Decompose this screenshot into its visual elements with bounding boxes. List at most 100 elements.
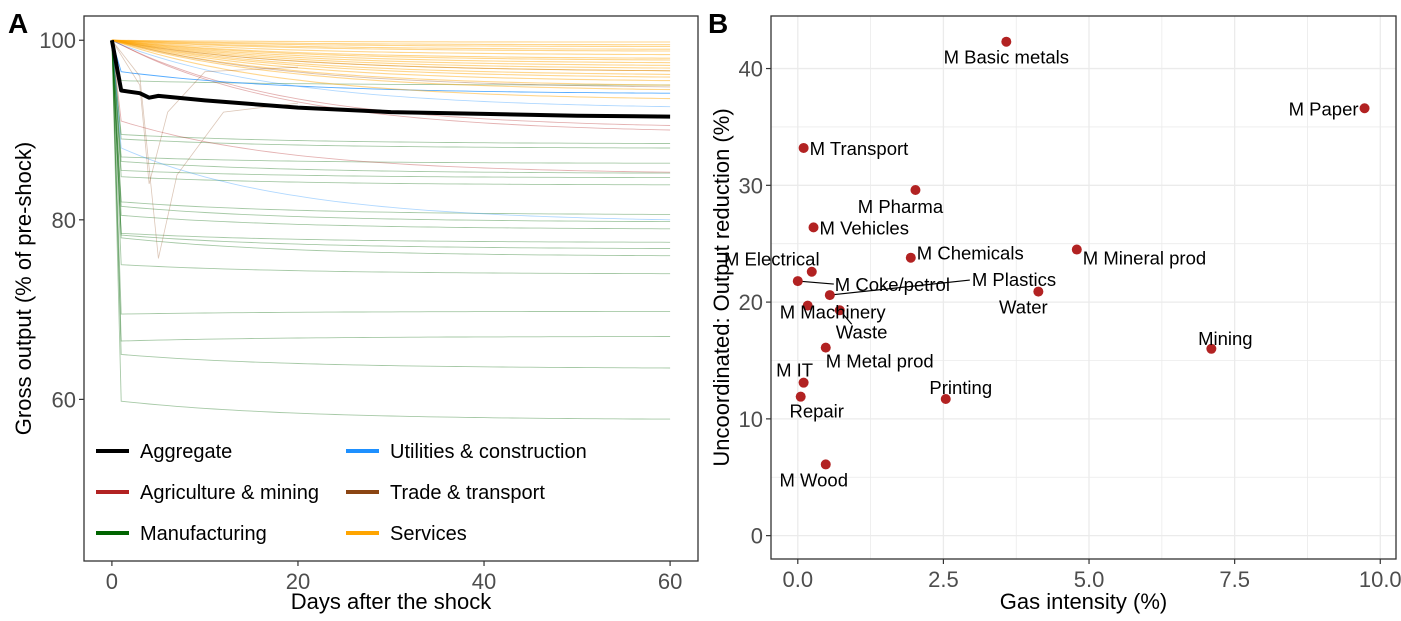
point-label: M Paper [1289,98,1359,119]
panel-b-y-axis-title: Uncoordinated: Output reduction (%) [709,108,734,466]
series-line-services [111,39,671,72]
point-label: M Mineral prod [1083,248,1206,269]
scatter-point [1001,36,1012,47]
x-tick-label: 40 [472,569,496,594]
series-line-trade-and-transport [111,39,299,259]
panel-b-plot-frame [770,15,1397,560]
x-tick-label: 60 [658,569,682,594]
series-line-services [111,39,671,91]
scatter-point [824,290,835,301]
series-line-services [111,39,671,64]
y-tick-label: 60 [52,387,76,412]
series-line-manufacturing [111,40,671,164]
point-label: Mining [1198,328,1253,349]
series-line-services [111,39,671,52]
scatter-point [802,300,813,311]
series-line-services [111,39,671,69]
legend-label: Agriculture & mining [140,482,319,504]
series-line-aggregate [109,39,671,119]
panel-a-legend: Aggregate Utilities & construction Agricul… [96,441,587,545]
legend-item-services: Services [346,523,467,545]
y-tick-label: 30 [739,173,763,198]
scatter-point [798,142,809,153]
panel-b: B M Basic metals M Paper M Transport M Phar… [708,8,1401,614]
y-tick-label: 10 [739,407,763,432]
series-line-manufacturing [111,40,671,215]
x-tick-label: 7.5 [1219,567,1250,592]
series-line-services [111,39,671,43]
scatter-point [792,276,803,287]
panel-b-x-axis: 0.0 2.5 5.0 7.5 10.0 [782,559,1401,592]
series-line-manufacturing [111,40,671,86]
panel-a-y-axis: 60 80 100 [39,28,84,412]
scatter-point [905,252,916,263]
point-label: Printing [929,377,992,398]
y-tick-label: 20 [739,290,763,315]
legend-label: Manufacturing [140,523,267,545]
scatter-point [795,391,806,402]
scatter-point [798,377,809,388]
panel-a-x-axis-title: Days after the shock [291,589,493,614]
point-label: M Pharma [858,196,944,217]
point-label: M IT [776,360,813,381]
point-label: M Vehicles [820,217,909,238]
series-line-services [111,39,671,82]
series-line-manufacturing [111,40,671,144]
point-label: Repair [789,401,844,422]
series-line-utilities-and-construction [111,40,671,94]
point-label: M Transport [810,138,909,159]
series-line-agriculture-and-mining [111,39,671,131]
point-label: Water [999,297,1048,318]
panel-b-y-axis: 0 10 20 30 40 [739,57,771,549]
panel-b-label: B [708,8,728,39]
series-line-services [111,39,671,46]
scatter-point [1071,244,1082,255]
point-label: Waste [836,321,888,342]
series-line-manufacturing [111,40,671,257]
x-tick-label: 0.0 [782,567,813,592]
series-line-manufacturing [111,40,671,243]
series-line-services [111,39,671,75]
legend-label: Trade & transport [390,482,545,504]
legend-label: Services [390,523,467,545]
series-line-manufacturing [111,40,671,230]
series-line-manufacturing [111,40,671,149]
legend-item-agriculture-and-mining: Agriculture & mining [96,482,319,504]
y-tick-label: 100 [39,28,76,53]
y-tick-label: 80 [52,208,76,233]
scatter-point [1359,103,1370,114]
series-line-utilities-and-construction [111,39,671,108]
series-line-manufacturing [111,40,671,179]
point-label: M Plastics [972,269,1056,290]
series-line-manufacturing [111,40,671,223]
label-leader-line [829,279,970,296]
legend-item-aggregate: Aggregate [96,441,232,463]
series-line-services [111,39,671,50]
panel-a-plot-frame [83,15,699,562]
y-tick-label: 40 [739,57,763,82]
scatter-point [834,305,845,316]
series-line-manufacturing [111,40,671,249]
legend-item-manufacturing: Manufacturing [96,523,267,545]
series-line-services [111,39,671,48]
scatter-point [1033,286,1044,297]
panel-a-label: A [8,8,28,39]
panel-b-points [792,36,1370,470]
series-line-manufacturing [111,40,671,186]
point-label: M Electrical [724,249,820,270]
label-leader-line [797,280,834,285]
scatter-point [940,394,951,405]
scatter-point [806,266,817,277]
series-line-services [111,39,671,59]
series-line-trade-and-transport [111,39,671,72]
panel-a-series [109,39,671,420]
series-line-services [111,39,671,61]
legend-item-trade-and-transport: Trade & transport [346,482,545,504]
scatter-point [1206,343,1217,354]
series-line-manufacturing [111,40,671,174]
panel-a-y-axis-title: Gross output (% of pre-shock) [11,142,36,435]
series-line-services [111,39,671,78]
scatter-point [820,459,831,470]
point-label: M Wood [779,469,848,490]
